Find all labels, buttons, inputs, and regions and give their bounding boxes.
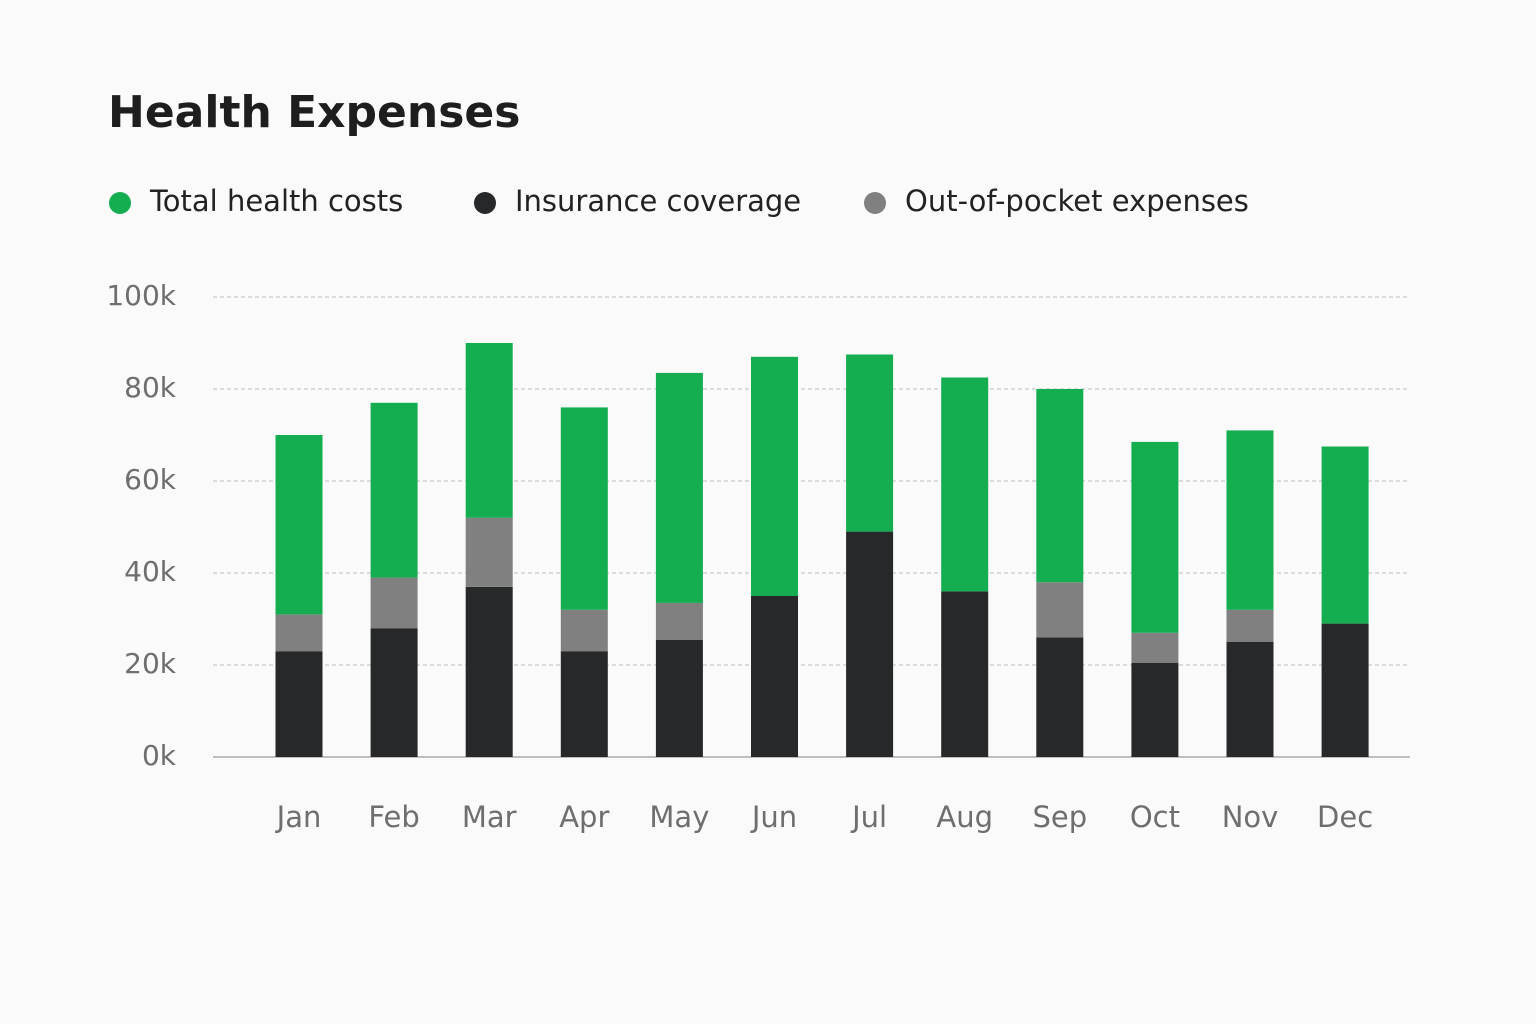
x-tick-label: Jul: [850, 800, 887, 834]
bar-segment: [1321, 623, 1369, 757]
bar-segment: [275, 651, 323, 757]
bar-segment: [1036, 389, 1084, 583]
x-tick-label: Nov: [1222, 800, 1279, 834]
legend-swatch: [474, 192, 496, 214]
bar-segment: [1321, 446, 1369, 624]
legend-swatch: [109, 192, 131, 214]
bar-segment: [1131, 632, 1179, 663]
bar-segment: [1036, 637, 1084, 757]
bar-segment: [370, 577, 418, 629]
bar-segment: [846, 354, 894, 532]
bar-segment: [1131, 662, 1179, 757]
bar-segment: [655, 602, 703, 640]
x-tick-label: Feb: [368, 800, 419, 834]
x-tick-label: Jan: [275, 800, 322, 834]
bar-segment: [1226, 642, 1274, 757]
bar-segment: [275, 435, 323, 615]
bar-segment: [560, 651, 608, 757]
bar-segment: [1036, 582, 1084, 638]
legend-label: Insurance coverage: [515, 184, 801, 218]
y-tick-label: 0k: [142, 739, 177, 772]
y-tick-label: 100k: [106, 279, 176, 312]
y-tick-label: 20k: [124, 647, 177, 680]
bar-segment: [1226, 609, 1274, 642]
x-tick-label: Sep: [1032, 800, 1087, 834]
bar-segment: [370, 628, 418, 757]
legend-label: Out-of-pocket expenses: [905, 184, 1249, 218]
bar-segment: [370, 402, 418, 578]
y-tick-label: 60k: [124, 463, 177, 496]
bar-segment: [560, 407, 608, 610]
bar-segment: [275, 614, 323, 652]
x-tick-label: May: [649, 800, 709, 834]
bar-segment: [846, 531, 894, 757]
x-tick-label: Apr: [559, 800, 609, 834]
x-tick-label: Oct: [1130, 800, 1180, 834]
x-tick-label: Mar: [462, 800, 517, 834]
bar-segment: [1131, 441, 1179, 633]
legend-swatch: [864, 192, 886, 214]
bar-segment: [751, 356, 798, 596]
bar-segment: [465, 343, 513, 518]
bar-segment: [941, 591, 989, 757]
legend-label: Total health costs: [149, 184, 403, 218]
x-tick-label: Dec: [1317, 800, 1373, 834]
x-tick-label: Aug: [936, 800, 993, 834]
chart-title: Health Expenses: [108, 87, 520, 138]
bar-segment: [465, 517, 513, 587]
bar-segment: [1226, 430, 1274, 610]
bar-segment: [941, 377, 989, 592]
x-tick-label: Jun: [750, 800, 797, 834]
bar-segment: [465, 586, 513, 757]
bar-segment: [751, 596, 798, 757]
y-tick-label: 40k: [124, 555, 177, 588]
bar-segment: [560, 609, 608, 652]
y-tick-label: 80k: [124, 371, 177, 404]
bar-segment: [655, 372, 703, 603]
bar-segment: [655, 639, 703, 757]
